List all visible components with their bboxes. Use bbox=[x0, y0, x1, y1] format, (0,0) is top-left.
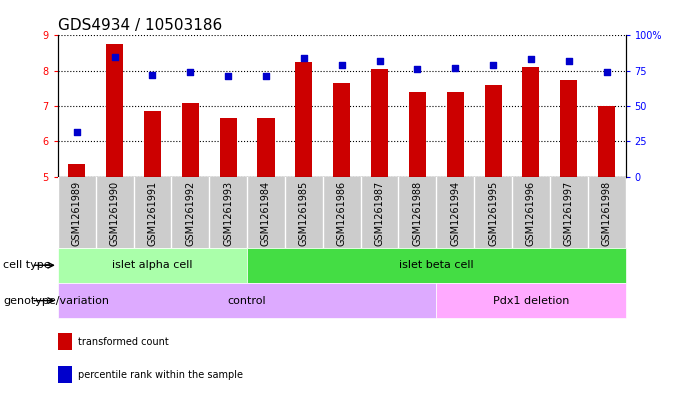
Text: GSM1261984: GSM1261984 bbox=[261, 180, 271, 246]
Point bbox=[337, 62, 347, 68]
Bar bbox=[220, 118, 237, 177]
Bar bbox=[598, 106, 615, 177]
Text: GSM1261989: GSM1261989 bbox=[71, 180, 82, 246]
Bar bbox=[182, 103, 199, 177]
Bar bbox=[68, 164, 85, 177]
Text: islet beta cell: islet beta cell bbox=[399, 260, 474, 270]
Point bbox=[601, 69, 612, 75]
Bar bbox=[447, 92, 464, 177]
Text: GSM1261997: GSM1261997 bbox=[564, 180, 574, 246]
Text: GSM1261994: GSM1261994 bbox=[450, 180, 460, 246]
Point bbox=[71, 129, 82, 135]
Bar bbox=[409, 92, 426, 177]
Bar bbox=[258, 118, 275, 177]
Bar bbox=[58, 333, 72, 350]
Point bbox=[109, 53, 120, 60]
Text: GSM1261998: GSM1261998 bbox=[602, 180, 612, 246]
Point bbox=[412, 66, 423, 72]
Text: GSM1261986: GSM1261986 bbox=[337, 180, 347, 246]
Bar bbox=[560, 79, 577, 177]
Text: islet alpha cell: islet alpha cell bbox=[112, 260, 192, 270]
Text: GSM1261993: GSM1261993 bbox=[223, 180, 233, 246]
Text: transformed count: transformed count bbox=[78, 337, 169, 347]
Bar bbox=[522, 67, 539, 177]
Text: control: control bbox=[228, 296, 267, 306]
Bar bbox=[437, 283, 626, 318]
Text: GSM1261992: GSM1261992 bbox=[185, 180, 195, 246]
Text: GSM1261996: GSM1261996 bbox=[526, 180, 536, 246]
Point bbox=[299, 55, 309, 61]
Bar bbox=[58, 248, 247, 283]
Text: GSM1261985: GSM1261985 bbox=[299, 180, 309, 246]
Point bbox=[185, 69, 196, 75]
Point bbox=[563, 58, 574, 64]
Bar bbox=[371, 69, 388, 177]
Bar bbox=[144, 111, 161, 177]
Point bbox=[374, 58, 385, 64]
Text: cell type: cell type bbox=[3, 260, 51, 270]
Point bbox=[223, 73, 234, 79]
Text: GSM1261990: GSM1261990 bbox=[109, 180, 120, 246]
Bar bbox=[333, 83, 350, 177]
Text: Pdx1 deletion: Pdx1 deletion bbox=[493, 296, 569, 306]
Point bbox=[526, 56, 537, 62]
Point bbox=[260, 73, 271, 79]
Point bbox=[147, 72, 158, 78]
Bar bbox=[247, 248, 626, 283]
Text: GSM1261988: GSM1261988 bbox=[412, 180, 422, 246]
Point bbox=[450, 65, 461, 71]
Text: percentile rank within the sample: percentile rank within the sample bbox=[78, 370, 243, 380]
Bar bbox=[106, 44, 123, 177]
Text: GSM1261995: GSM1261995 bbox=[488, 180, 498, 246]
Text: GSM1261991: GSM1261991 bbox=[148, 180, 158, 246]
Bar bbox=[58, 283, 437, 318]
Point bbox=[488, 62, 498, 68]
Text: GDS4934 / 10503186: GDS4934 / 10503186 bbox=[58, 18, 222, 33]
Bar bbox=[295, 62, 312, 177]
Text: GSM1261987: GSM1261987 bbox=[375, 180, 385, 246]
Bar bbox=[485, 85, 502, 177]
Bar bbox=[58, 366, 72, 383]
Text: genotype/variation: genotype/variation bbox=[3, 296, 109, 306]
